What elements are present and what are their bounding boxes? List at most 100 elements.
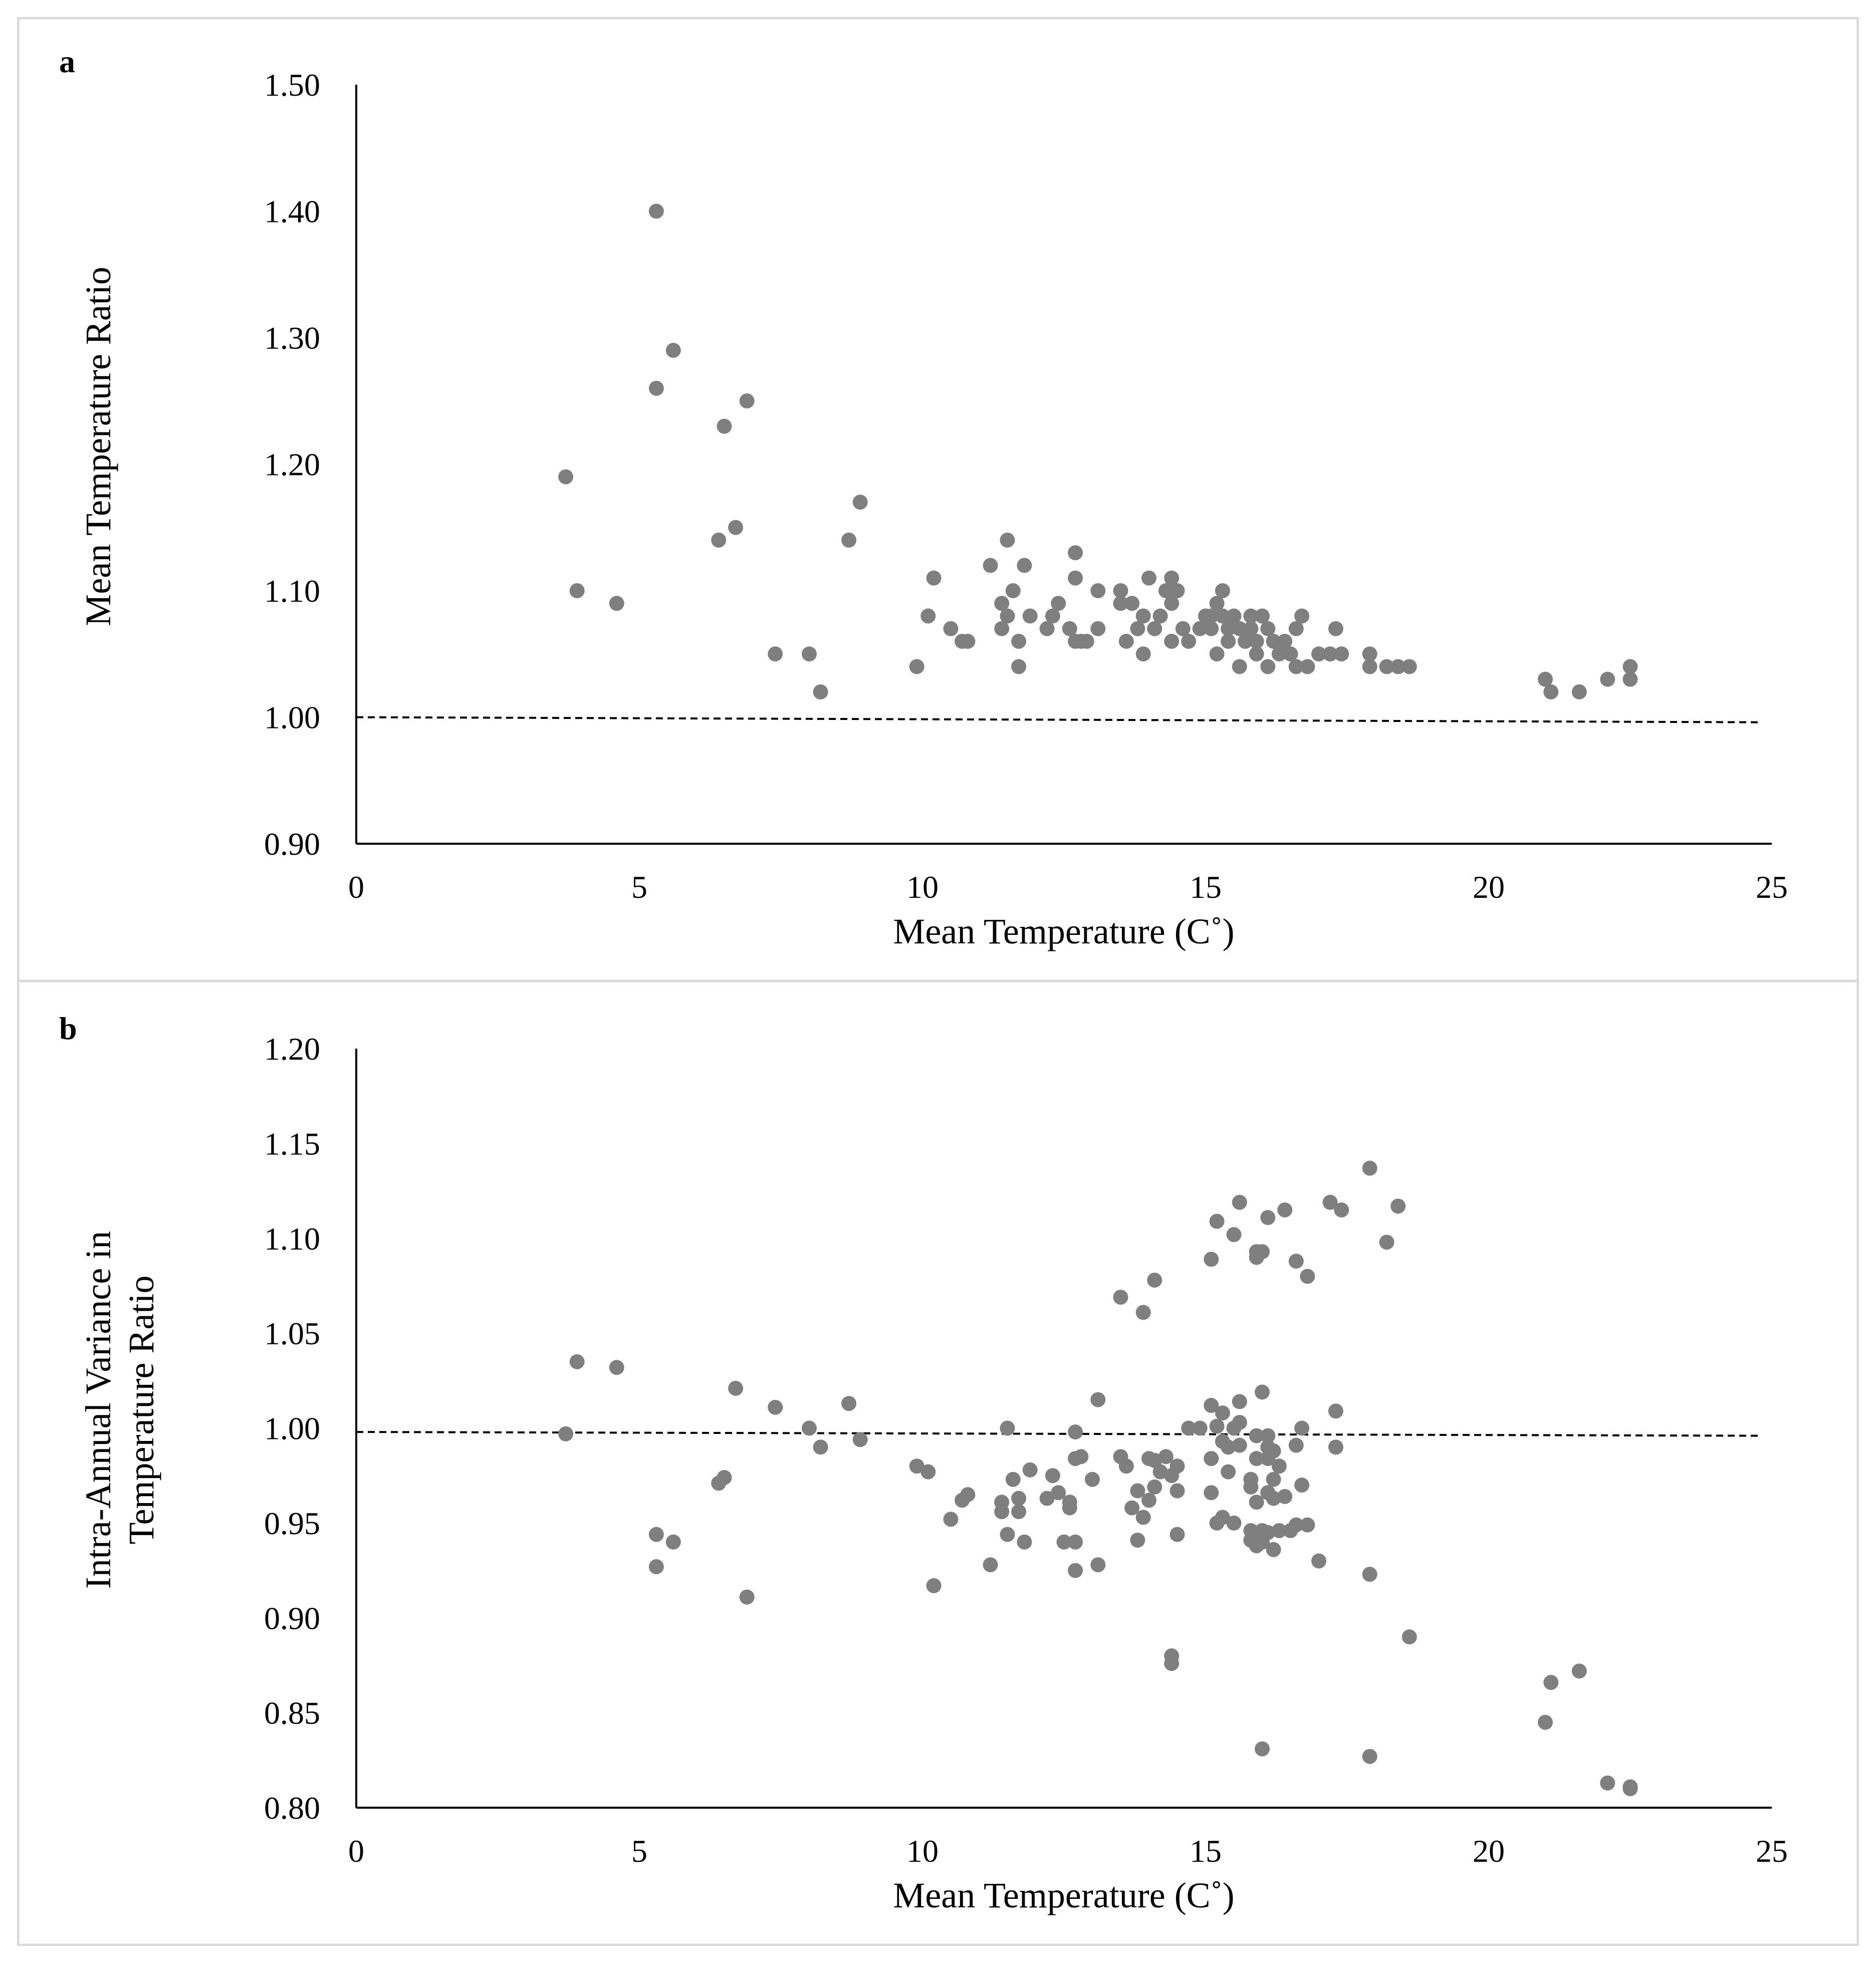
panel-b-data-point bbox=[1051, 1485, 1066, 1501]
panel-a-data-point bbox=[711, 533, 727, 548]
panel-b-data-point bbox=[1260, 1428, 1276, 1443]
panel-a-data-point bbox=[1204, 621, 1219, 636]
panel-b-data-point bbox=[1255, 1741, 1270, 1757]
panel-b-data-point bbox=[665, 1534, 681, 1550]
panel-b-data-point bbox=[1085, 1471, 1100, 1487]
panel-b: b 0.80 0.85 0.90 0.95 1.00 1.05 1.10 1.15 1.20 0 5… bbox=[59, 1011, 1788, 1915]
panel-a-x-tick-label: 0 bbox=[348, 869, 364, 905]
panel-a-data-point bbox=[1175, 621, 1191, 636]
panel-b-data-point bbox=[943, 1512, 959, 1527]
panel-b-y-tick-label: 1.15 bbox=[264, 1126, 320, 1161]
panel-b-data-point bbox=[739, 1589, 755, 1605]
panel-b-data-point bbox=[1362, 1749, 1377, 1764]
panel-a-data-point bbox=[909, 659, 924, 674]
panel-b-y-tick-label: 0.85 bbox=[264, 1695, 320, 1731]
panel-b-data-point bbox=[926, 1578, 942, 1593]
panel-b-data-point bbox=[1221, 1464, 1236, 1480]
panel-a-data-point bbox=[739, 393, 755, 409]
panel-a-data-point bbox=[802, 646, 817, 662]
panel-b-data-point bbox=[1362, 1567, 1377, 1582]
panel-b-data-point bbox=[1300, 1269, 1315, 1284]
panel-b-data-point bbox=[1141, 1493, 1156, 1508]
panel-a-data-point bbox=[1022, 608, 1038, 624]
panel-b-data-point bbox=[1260, 1210, 1276, 1225]
panel-b-data-point bbox=[1204, 1398, 1219, 1413]
panel-b-data-point bbox=[1062, 1500, 1077, 1516]
panel-a-data-point bbox=[1079, 634, 1094, 649]
panel-a-data-point bbox=[1288, 659, 1304, 674]
panel-a-data-point bbox=[943, 621, 959, 636]
panel-b-data-point bbox=[1022, 1462, 1038, 1478]
panel-a-data-point bbox=[1000, 608, 1015, 624]
panel-a-data-point bbox=[1271, 646, 1287, 662]
panel-a-data-point bbox=[728, 520, 744, 535]
panel-b-data-point bbox=[1288, 1254, 1304, 1269]
panel-a-y-tick-label: 1.10 bbox=[264, 573, 320, 609]
panel-a-data-point bbox=[1362, 659, 1377, 674]
panel-a-data-point bbox=[1266, 634, 1281, 649]
panel-a-data-point bbox=[1039, 621, 1055, 636]
panel-b-data-point bbox=[852, 1432, 868, 1447]
panel-b-data-point bbox=[1328, 1403, 1343, 1419]
panel-b-data-point bbox=[1204, 1252, 1219, 1267]
panel-a-data-point bbox=[1209, 646, 1225, 662]
panel-b-data-point bbox=[1311, 1553, 1326, 1569]
panel-a-data-point bbox=[920, 608, 936, 624]
panel-a-data-point bbox=[1164, 596, 1180, 611]
panel-b-data-point bbox=[1232, 1437, 1247, 1453]
panel-b-data-point bbox=[1294, 1478, 1310, 1493]
panel-a-data-point bbox=[1215, 583, 1230, 598]
panel-a-data-point bbox=[1543, 684, 1559, 699]
panel-a-data-point bbox=[1221, 634, 1236, 649]
panel-a-data-point bbox=[1113, 583, 1128, 598]
panel-a-data-point bbox=[994, 596, 1010, 611]
panel-b-data-point bbox=[1045, 1468, 1060, 1484]
panel-b-y-tick-label: 1.20 bbox=[264, 1031, 320, 1067]
panel-b-data-point bbox=[1090, 1557, 1106, 1573]
panel-b-y-tick-label: 0.80 bbox=[264, 1790, 320, 1826]
panel-b-data-point bbox=[1209, 1418, 1225, 1434]
panel-b-x-tick-label: 5 bbox=[631, 1833, 647, 1869]
panel-b-data-point bbox=[1379, 1235, 1394, 1250]
panel-a-data-point bbox=[1277, 634, 1293, 649]
panel-b-data-point bbox=[1215, 1510, 1230, 1525]
panel-b-y-tick-label: 1.00 bbox=[264, 1411, 320, 1446]
panel-b-data-point bbox=[1294, 1420, 1310, 1436]
panel-a-data-point bbox=[1204, 608, 1219, 624]
panel-a-data-point bbox=[1255, 608, 1270, 624]
panel-b-data-point bbox=[1056, 1534, 1072, 1550]
panel-b-data-point bbox=[1158, 1449, 1174, 1464]
panel-b-label: b bbox=[59, 1011, 77, 1046]
panel-a-data-point bbox=[1300, 659, 1315, 674]
panel-b-data-point bbox=[1260, 1525, 1276, 1540]
panel-b-x-tick-label: 25 bbox=[1756, 1833, 1788, 1869]
panel-a-data-point bbox=[1622, 671, 1638, 687]
panel-b-data-point bbox=[648, 1559, 664, 1574]
panel-a-x-axis-title: Mean Temperature (C˚) bbox=[893, 911, 1234, 951]
panel-b-reference-line bbox=[356, 1431, 1762, 1437]
panel-a-data-point bbox=[1249, 634, 1264, 649]
panel-b-data-point bbox=[1068, 1424, 1083, 1440]
panel-b-x-tick-label: 15 bbox=[1190, 1833, 1222, 1869]
panel-b-data-point bbox=[1322, 1194, 1338, 1210]
panel-a-data-point bbox=[1243, 621, 1259, 636]
panel-a-y-tick-label: 0.90 bbox=[264, 826, 320, 862]
panel-b-data-point bbox=[1277, 1202, 1293, 1217]
panel-b-y-tick-label: 0.90 bbox=[264, 1600, 320, 1636]
panel-a-x-tick-label: 5 bbox=[631, 869, 647, 905]
panel-a-y-tick-label: 1.00 bbox=[264, 700, 320, 735]
panel-a-data-point bbox=[1135, 646, 1151, 662]
panel-a-data-point bbox=[1147, 621, 1162, 636]
panel-b-data-point bbox=[1334, 1202, 1349, 1217]
panel-a-data-point bbox=[1249, 646, 1264, 662]
panel-a-data-point bbox=[1164, 570, 1180, 586]
panel-a-data-point bbox=[1260, 621, 1276, 636]
panel-b-data-point bbox=[1169, 1527, 1185, 1542]
panel-a-x-tick-label: 10 bbox=[906, 869, 939, 905]
panel-a-data-point bbox=[1362, 646, 1377, 662]
panel-b-data-point bbox=[1288, 1437, 1304, 1453]
panel-a-data-point bbox=[1600, 671, 1615, 687]
panel-a-data-point bbox=[1538, 671, 1553, 687]
panel-a-data-point bbox=[1401, 659, 1417, 674]
panel-a-data-point bbox=[994, 621, 1010, 636]
